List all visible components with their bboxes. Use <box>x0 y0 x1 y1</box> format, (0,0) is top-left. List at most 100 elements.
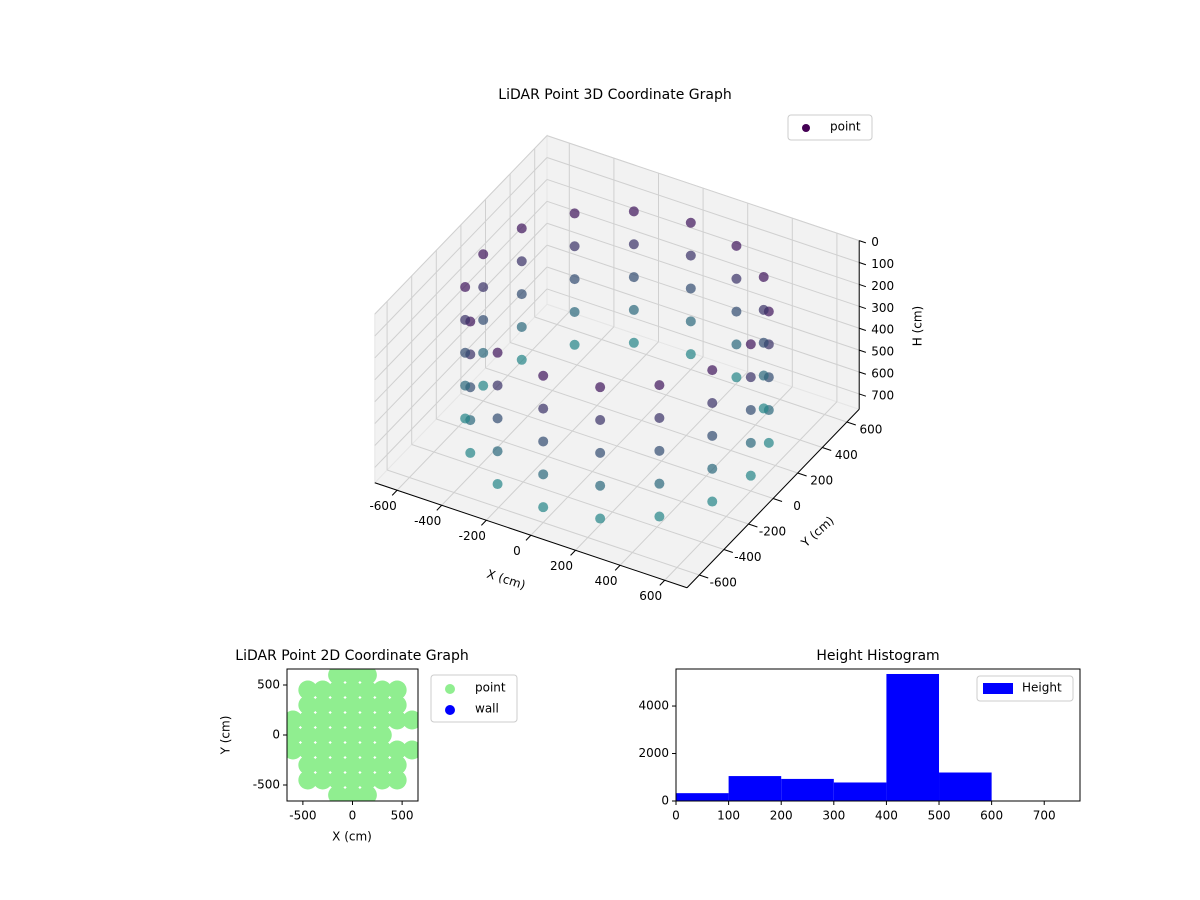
y-tick-label: -500 <box>253 778 280 792</box>
grid-line <box>460 393 774 499</box>
point <box>569 339 580 350</box>
point <box>731 273 742 284</box>
point <box>628 239 639 250</box>
point <box>492 380 503 391</box>
point <box>758 304 769 315</box>
point <box>516 256 527 267</box>
point <box>628 206 639 217</box>
y-tick-label: 200 <box>810 474 833 488</box>
x-tick-label: 600 <box>639 589 662 603</box>
tick-mark <box>748 523 758 528</box>
point <box>460 380 471 391</box>
chart-title: LiDAR Point 2D Coordinate Graph <box>235 648 468 664</box>
point <box>298 755 318 775</box>
x-tick-label: 0 <box>513 544 521 558</box>
point <box>357 680 377 700</box>
x-tick-label: 200 <box>770 809 793 823</box>
grid-line <box>374 222 548 403</box>
grid-line <box>374 179 548 359</box>
point <box>685 283 696 294</box>
y-tick-label: 600 <box>859 423 882 437</box>
legend-marker <box>445 705 455 715</box>
grid-line <box>546 222 860 329</box>
point <box>387 710 407 730</box>
point <box>628 272 639 283</box>
legend-label: point <box>475 681 506 695</box>
point <box>313 680 333 700</box>
grid-line <box>546 288 860 395</box>
chart-title: Height Histogram <box>816 648 939 664</box>
point <box>628 304 639 315</box>
y-tick-label: 4000 <box>638 699 669 713</box>
point <box>298 680 318 700</box>
y-tick-label: 0 <box>272 728 280 742</box>
y-tick-label: -200 <box>759 525 786 539</box>
point <box>707 496 718 507</box>
legend-box <box>976 675 1074 702</box>
point <box>328 725 348 745</box>
point <box>343 695 362 715</box>
point <box>343 785 362 801</box>
tick-mark <box>659 579 666 586</box>
grid-line <box>374 157 548 337</box>
z-tick-label: 100 <box>871 257 894 271</box>
point <box>372 695 392 715</box>
point <box>707 430 718 441</box>
tick-mark <box>481 519 487 526</box>
point <box>685 349 696 360</box>
axes-frame <box>675 668 1081 802</box>
point <box>478 282 489 293</box>
point <box>372 725 392 745</box>
tick-mark <box>859 262 867 266</box>
point <box>343 710 362 730</box>
x-axis-label: X (cm) <box>332 830 372 844</box>
x-axis-label: X (cm) <box>485 567 527 593</box>
x-tick-label: -400 <box>414 514 441 528</box>
point <box>387 695 407 715</box>
x-axis <box>374 482 688 589</box>
point <box>707 365 718 376</box>
y-axis-label: Y (cm) <box>219 716 233 756</box>
tick-mark <box>614 564 621 571</box>
tick-mark <box>859 349 867 353</box>
point <box>685 316 696 327</box>
point <box>538 436 549 447</box>
point <box>595 415 606 426</box>
tick-mark <box>391 489 398 496</box>
point <box>569 306 580 317</box>
point <box>516 223 527 234</box>
point <box>763 437 774 448</box>
grid-line <box>509 342 823 448</box>
x-tick-label: 400 <box>875 809 898 823</box>
point <box>745 437 756 448</box>
grid-line <box>546 157 860 263</box>
point <box>654 445 665 456</box>
tick-mark <box>797 472 807 477</box>
tick-mark <box>859 240 867 244</box>
x-tick-label: 100 <box>717 809 740 823</box>
y-tick-label: -400 <box>734 550 761 564</box>
point <box>343 770 362 790</box>
point <box>569 208 580 219</box>
point <box>357 755 377 775</box>
x-tick-label: 300 <box>822 809 845 823</box>
point <box>402 710 418 730</box>
y-tick-label: 0 <box>661 794 669 808</box>
point <box>745 404 756 415</box>
point <box>745 372 756 383</box>
point <box>298 770 318 790</box>
grid-line <box>546 178 860 285</box>
point <box>298 740 318 760</box>
point <box>731 372 742 383</box>
tick-mark <box>822 447 832 451</box>
point <box>287 710 303 730</box>
z-tick-label: 400 <box>871 323 894 337</box>
x-tick-label: 400 <box>595 574 618 588</box>
point <box>538 469 549 480</box>
point <box>460 314 471 325</box>
z-tick-label: 500 <box>871 345 894 359</box>
point <box>478 380 489 391</box>
bar <box>676 793 729 801</box>
grid-line <box>374 288 548 468</box>
